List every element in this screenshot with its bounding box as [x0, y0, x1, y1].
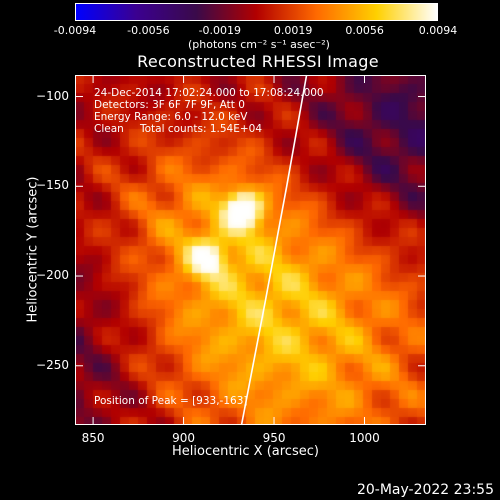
detectors-text: Detectors: 3F 6F 7F 9F, Att 0 — [94, 99, 245, 111]
y-tick-label: −100 — [36, 88, 69, 103]
colorbar-unit-label: (photons cm⁻² s⁻¹ asec⁻²) — [188, 38, 330, 51]
y-axis-label: Heliocentric Y (arcsec) — [25, 176, 41, 323]
footer-date: 20-May-2022 23:55 — [356, 482, 494, 498]
colorbar-tick-label: 0.0019 — [273, 24, 313, 37]
y-tick-label: −150 — [36, 178, 69, 193]
solar-limb-line — [240, 74, 308, 426]
chart-title: Reconstructed RHESSI Image — [137, 52, 379, 71]
colorbar — [75, 3, 438, 21]
clean-label: Clean — [94, 123, 124, 135]
plot-frame — [75, 75, 426, 425]
x-axis-label: Heliocentric X (arcsec) — [172, 444, 319, 459]
y-tick-label: −250 — [36, 357, 69, 372]
colorbar-gradient — [76, 4, 437, 20]
x-tick-label: 950 — [262, 431, 286, 445]
heatmap-image — [75, 75, 426, 425]
colorbar-tick-label: 0.0056 — [345, 24, 384, 37]
plot-overlay — [75, 74, 426, 426]
colorbar-tick-label: -0.0019 — [198, 24, 242, 37]
y-tick-label: −200 — [36, 268, 69, 283]
colorbar-ticks: -0.0094 -0.0056 -0.0019 0.0019 0.0056 0.0094 — [0, 0, 500, 40]
plot-area: 24-Dec-2014 17:02:24.000 to 17:08:24.000… — [75, 74, 426, 426]
y-tick-marks — [75, 96, 426, 367]
x-tick-marks — [92, 75, 365, 425]
colorbar-tick-label: -0.0094 — [53, 24, 97, 37]
x-tick-label: 900 — [172, 431, 195, 445]
total-counts-text: Total counts: 1.54E+04 — [140, 123, 263, 135]
colorbar-tick-label: 0.0094 — [418, 24, 458, 37]
x-tick-label: 1000 — [349, 431, 380, 445]
time-range-text: 24-Dec-2014 17:02:24.000 to 17:08:24.000 — [94, 87, 324, 99]
colorbar-tick-label: -0.0056 — [127, 24, 170, 37]
x-tick-label: 850 — [81, 431, 105, 445]
energy-range-text: Energy Range: 6.0 - 12.0 keV — [94, 111, 248, 123]
peak-position-text: Position of Peak = [933,-163] — [94, 395, 248, 407]
